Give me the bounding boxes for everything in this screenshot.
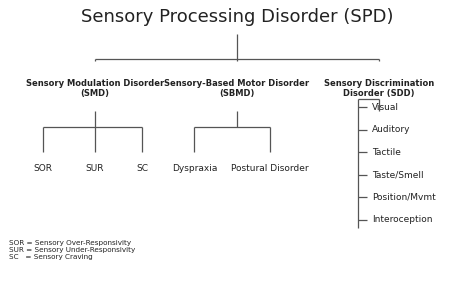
Text: Tactile: Tactile xyxy=(372,148,401,157)
Text: Position/Mvmt: Position/Mvmt xyxy=(372,193,436,202)
Text: Sensory-Based Motor Disorder
(SBMD): Sensory-Based Motor Disorder (SBMD) xyxy=(164,79,310,98)
Text: Dyspraxia: Dyspraxia xyxy=(172,164,217,173)
Text: Auditory: Auditory xyxy=(372,125,410,134)
Text: Interoception: Interoception xyxy=(372,215,433,224)
Text: SUR: SUR xyxy=(85,164,104,173)
Text: Taste/Smell: Taste/Smell xyxy=(372,170,424,179)
Text: Sensory Discrimination
Disorder (SDD): Sensory Discrimination Disorder (SDD) xyxy=(324,79,434,98)
Text: Postural Disorder: Postural Disorder xyxy=(231,164,309,173)
Text: SOR: SOR xyxy=(33,164,52,173)
Text: Visual: Visual xyxy=(372,103,399,112)
Text: Sensory Modulation Disorder
(SMD): Sensory Modulation Disorder (SMD) xyxy=(26,79,164,98)
Text: Sensory Processing Disorder (SPD): Sensory Processing Disorder (SPD) xyxy=(81,8,393,27)
Text: SC: SC xyxy=(136,164,148,173)
Text: SOR = Sensory Over-Responsivity
SUR = Sensory Under-Responsivity
SC   = Sensory : SOR = Sensory Over-Responsivity SUR = Se… xyxy=(9,240,136,260)
